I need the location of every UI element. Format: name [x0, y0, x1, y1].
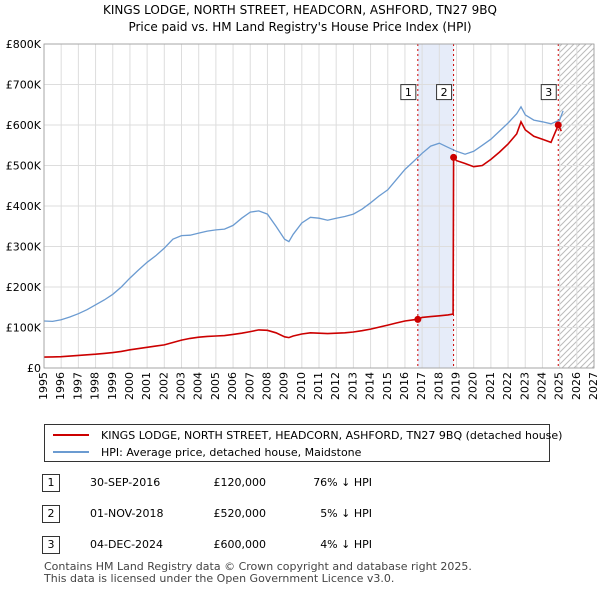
x-tick-label: 2007	[243, 372, 256, 400]
x-tick-label: 2018	[432, 372, 445, 400]
sale-point	[414, 315, 422, 323]
y-tick-label: £0	[27, 362, 41, 375]
marker-label: 2	[441, 86, 448, 99]
x-tick-label: 2016	[398, 372, 411, 400]
plot-frame	[43, 43, 595, 369]
legend-swatch-property	[53, 434, 89, 436]
x-tick-label: 2005	[209, 372, 222, 400]
legend-item-property: KINGS LODGE, NORTH STREET, HEADCORN, ASH…	[53, 427, 562, 443]
x-tick-label: 2002	[157, 372, 170, 400]
legend-label-property: KINGS LODGE, NORTH STREET, HEADCORN, ASH…	[101, 428, 563, 442]
hpi-series-line	[43, 105, 564, 323]
price-chart: KINGS LODGE, NORTH STREET, HEADCORN, ASH…	[6, 3, 600, 400]
y-tick-label: £600K	[6, 119, 42, 132]
footer-line-licence: This data is licensed under the Open Gov…	[44, 572, 395, 585]
x-tick-label: 2006	[226, 372, 239, 400]
marker-label-box	[400, 84, 417, 101]
transaction-date: 04-DEC-2024	[90, 538, 164, 551]
marker-label-box	[540, 84, 557, 101]
y-tick-label: £300K	[6, 241, 42, 254]
transaction-date: 30-SEP-2016	[90, 476, 161, 489]
x-tick-label: 2012	[329, 372, 342, 400]
transaction-hpi-diff: 5% ↓ HPI	[320, 507, 372, 520]
transaction-number: 1	[42, 474, 60, 492]
x-tick-label: 2017	[415, 372, 428, 400]
transaction-hpi-diff: 76% ↓ HPI	[313, 476, 372, 489]
x-tick-label: 1999	[106, 372, 119, 400]
transaction-row: 2 01-NOV-2018 £520,000 5% ↓ HPI	[0, 505, 600, 525]
x-tick-label: 2024	[535, 372, 548, 400]
y-tick-label: £500K	[6, 160, 42, 173]
chart-title: KINGS LODGE, NORTH STREET, HEADCORN, ASH…	[103, 3, 497, 17]
legend-label-hpi: HPI: Average price, detached house, Maid…	[101, 445, 362, 459]
footer-attribution: Contains HM Land Registry data © Crown c…	[44, 561, 472, 585]
x-tick-label: 2023	[518, 372, 531, 400]
x-tick-label: 2022	[501, 372, 514, 400]
chart-subtitle: Price paid vs. HM Land Registry's House …	[128, 20, 471, 34]
legend-item-hpi: HPI: Average price, detached house, Maid…	[53, 444, 361, 460]
x-tick-label: 2021	[484, 372, 497, 400]
y-tick-label: £400K	[6, 200, 42, 213]
x-tick-label: 2019	[450, 372, 463, 400]
marker-label: 3	[545, 86, 552, 99]
x-tick-label: 2027	[587, 372, 600, 400]
y-tick-label: £200K	[6, 281, 42, 294]
x-tick-label: 2020	[467, 372, 480, 400]
x-tick-label: 1996	[54, 372, 67, 400]
transaction-hpi-diff: 4% ↓ HPI	[320, 538, 372, 551]
x-tick-label: 2026	[570, 372, 583, 400]
transaction-row: 1 30-SEP-2016 £120,000 76% ↓ HPI	[0, 474, 600, 494]
x-tick-label: 2015	[381, 372, 394, 400]
x-tick-label: 2004	[192, 372, 205, 400]
transaction-price: £520,000	[213, 507, 267, 520]
transaction-row: 3 04-DEC-2024 £600,000 4% ↓ HPI	[0, 536, 600, 556]
transaction-date: 01-NOV-2018	[90, 507, 164, 520]
marker-label: 1	[405, 86, 412, 99]
x-tick-label: 2014	[364, 372, 377, 400]
x-tick-label: 1995	[37, 372, 50, 400]
x-tick-label: 2009	[278, 372, 291, 400]
chart-legend: KINGS LODGE, NORTH STREET, HEADCORN, ASH…	[44, 424, 562, 462]
y-tick-label: £800K	[6, 38, 42, 51]
sale-point	[554, 121, 562, 129]
x-tick-label: 2025	[553, 372, 566, 400]
sale-point	[450, 153, 458, 161]
x-tick-label: 2001	[140, 372, 153, 400]
footer-line-copyright: Contains HM Land Registry data © Crown c…	[44, 560, 472, 573]
transaction-price: £120,000	[213, 476, 267, 489]
y-tick-label: £100K	[6, 322, 42, 335]
x-tick-label: 2008	[260, 372, 273, 400]
property-series-line	[43, 119, 563, 358]
x-tick-label: 2003	[175, 372, 188, 400]
transaction-price: £600,000	[213, 538, 267, 551]
transaction-number: 2	[42, 505, 60, 523]
transaction-number: 3	[42, 536, 60, 554]
x-tick-label: 1997	[71, 372, 84, 400]
x-tick-label: 2011	[312, 372, 325, 400]
x-tick-label: 1998	[89, 372, 102, 400]
y-tick-label: £700K	[6, 79, 42, 92]
x-tick-label: 2000	[123, 372, 136, 400]
x-tick-label: 2013	[346, 372, 359, 400]
x-tick-label: 2010	[295, 372, 308, 400]
marker-label-box	[436, 84, 453, 101]
legend-swatch-hpi	[53, 451, 89, 453]
